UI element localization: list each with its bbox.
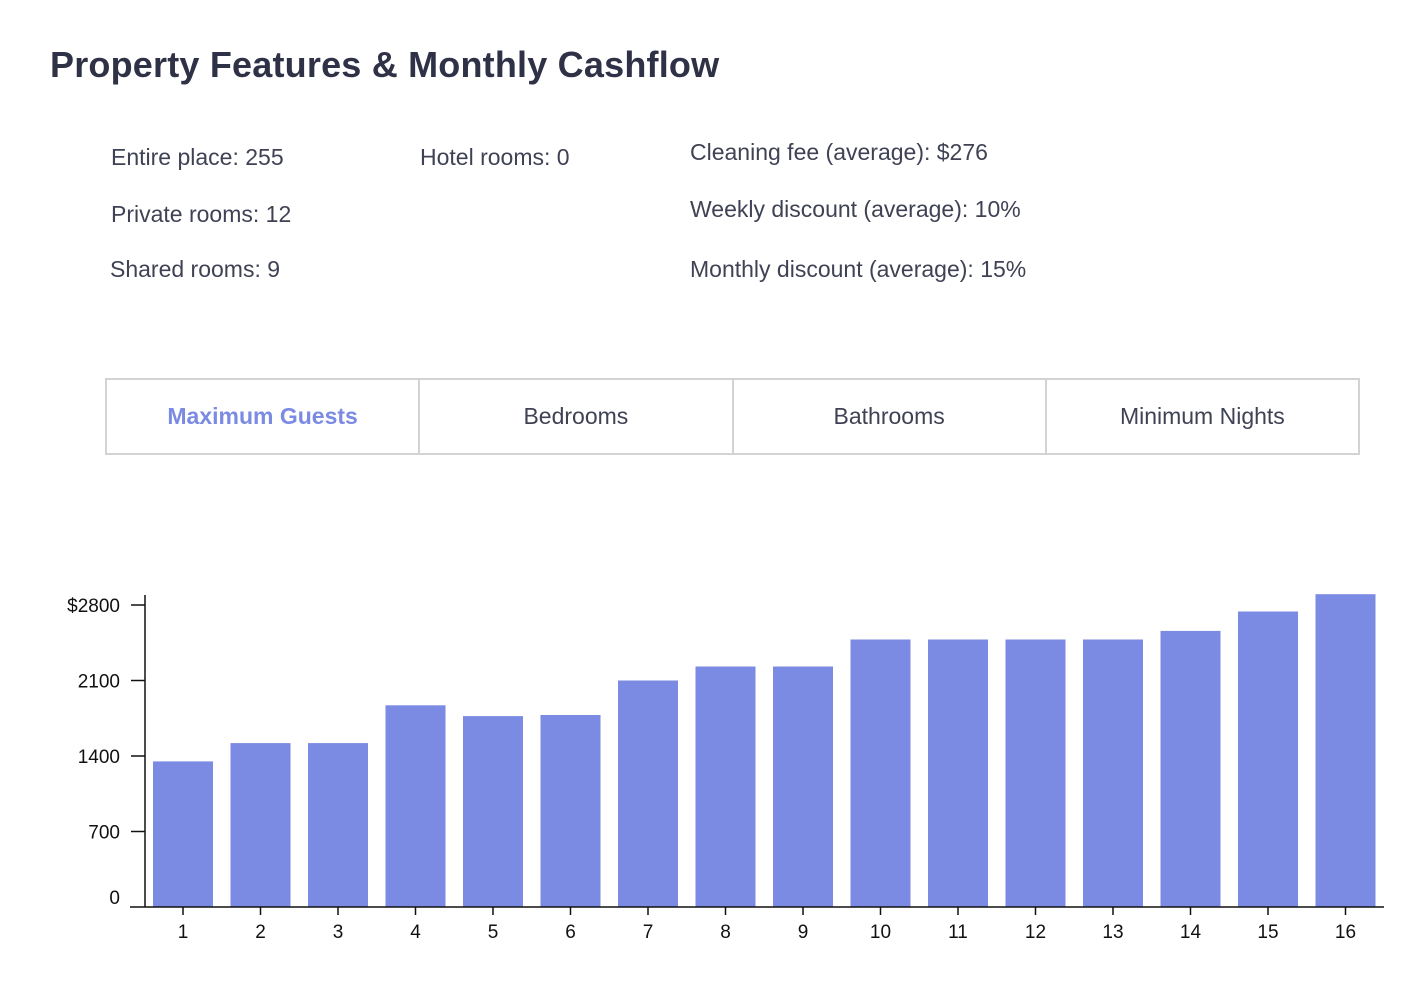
metric-tabs: Maximum Guests Bedrooms Bathrooms Minimu… xyxy=(105,378,1360,455)
bar-6 xyxy=(540,715,601,907)
x-tick-label-10: 10 xyxy=(870,922,891,943)
stat-weekly-discount: Weekly discount (average): 10% xyxy=(690,196,1021,222)
bar-5 xyxy=(463,716,523,907)
bar-9 xyxy=(773,666,833,907)
bar-2 xyxy=(230,743,291,907)
x-tick-label-12: 12 xyxy=(1025,922,1046,943)
x-tick-label-4: 4 xyxy=(410,922,421,943)
stat-hotel-rooms: Hotel rooms: 0 xyxy=(420,144,570,170)
stat-entire-place: Entire place: 255 xyxy=(111,144,284,170)
tab-bathrooms[interactable]: Bathrooms xyxy=(733,380,1047,453)
x-tick-label-15: 15 xyxy=(1257,922,1278,943)
x-tick-label-2: 2 xyxy=(255,922,266,943)
x-tick-label-8: 8 xyxy=(720,922,731,943)
bar-14 xyxy=(1160,630,1221,907)
x-tick-label-14: 14 xyxy=(1180,922,1202,943)
x-tick-label-11: 11 xyxy=(948,922,968,943)
y-tick-label-700: 700 xyxy=(88,823,120,844)
tab-minimum-nights[interactable]: Minimum Nights xyxy=(1046,380,1358,453)
bar-12 xyxy=(1005,639,1066,907)
stat-cleaning-fee: Cleaning fee (average): $276 xyxy=(690,139,988,165)
bar-7 xyxy=(618,680,678,907)
x-tick-label-9: 9 xyxy=(798,922,809,943)
bar-16 xyxy=(1315,594,1376,907)
bar-15 xyxy=(1238,611,1298,907)
x-tick-label-7: 7 xyxy=(643,922,654,943)
tab-maximum-guests[interactable]: Maximum Guests xyxy=(107,380,421,453)
bar-4 xyxy=(385,705,446,907)
y-tick-label-0: 0 xyxy=(109,888,120,909)
x-tick-label-5: 5 xyxy=(488,922,499,943)
page-title: Property Features & Monthly Cashflow xyxy=(50,44,720,85)
bar-3 xyxy=(308,743,368,907)
stat-monthly-discount: Monthly discount (average): 15% xyxy=(690,256,1027,282)
x-tick-label-3: 3 xyxy=(333,922,344,943)
bar-1 xyxy=(153,761,213,907)
y-tick-label-2800: $2800 xyxy=(67,596,120,617)
bar-8 xyxy=(695,666,756,907)
x-tick-label-6: 6 xyxy=(565,922,576,943)
stat-private-rooms: Private rooms: 12 xyxy=(111,201,292,227)
y-tick-label-2100: 2100 xyxy=(78,672,120,693)
y-tick-label-1400: 1400 xyxy=(78,747,120,768)
x-tick-label-13: 13 xyxy=(1102,922,1123,943)
x-tick-label-16: 16 xyxy=(1335,922,1356,943)
stat-shared-rooms: Shared rooms: 9 xyxy=(110,256,281,282)
x-tick-label-1: 1 xyxy=(178,922,189,943)
bar-10 xyxy=(850,639,911,907)
bar-13 xyxy=(1083,639,1143,907)
bar-11 xyxy=(928,639,988,907)
tab-bedrooms[interactable]: Bedrooms xyxy=(420,380,734,453)
